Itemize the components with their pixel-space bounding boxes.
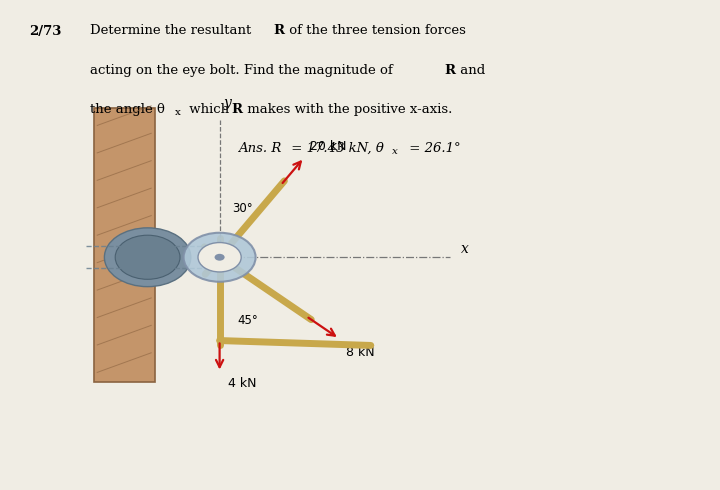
Point <box>280 178 289 184</box>
Text: acting on the eye bolt. Find the magnitude of: acting on the eye bolt. Find the magnitu… <box>90 64 397 77</box>
Line: 2 pts: 2 pts <box>97 216 151 235</box>
Point <box>93 177 102 183</box>
Point <box>93 287 102 293</box>
Text: 8 kN: 8 kN <box>346 346 375 359</box>
Line: 2 pts: 2 pts <box>97 298 151 318</box>
Text: = 26.1°: = 26.1° <box>405 142 461 155</box>
Point <box>93 232 102 238</box>
Text: R: R <box>274 24 284 38</box>
Point <box>147 103 156 109</box>
Point <box>307 317 315 322</box>
Point <box>215 235 224 241</box>
Point <box>147 240 156 246</box>
Point <box>82 265 91 271</box>
Point <box>93 342 102 348</box>
Point <box>215 343 224 348</box>
Text: R: R <box>444 64 455 77</box>
Text: makes with the positive x-axis.: makes with the positive x-axis. <box>243 103 453 116</box>
Point <box>93 315 102 320</box>
Point <box>215 254 224 260</box>
FancyArrowPatch shape <box>282 162 301 183</box>
Point <box>147 268 156 273</box>
Point <box>93 150 102 156</box>
Line: 2 pts: 2 pts <box>205 181 284 274</box>
Point <box>93 260 102 266</box>
Point <box>446 254 454 260</box>
FancyArrowPatch shape <box>216 343 223 367</box>
Text: 4 kN: 4 kN <box>228 377 257 391</box>
Text: and: and <box>456 64 485 77</box>
Point <box>147 295 156 301</box>
Text: = 17.43 kN, θ: = 17.43 kN, θ <box>287 142 384 155</box>
Line: 2 pts: 2 pts <box>204 247 311 319</box>
Point <box>200 244 209 250</box>
Bar <box>94 108 155 382</box>
Point <box>147 322 156 328</box>
Text: x: x <box>392 147 398 156</box>
FancyArrowPatch shape <box>308 318 335 336</box>
Text: R: R <box>232 103 243 116</box>
Line: 2 pts: 2 pts <box>97 243 151 263</box>
Text: 45°: 45° <box>238 315 258 327</box>
Point <box>93 122 102 128</box>
Line: 2 pts: 2 pts <box>97 353 151 372</box>
Text: 2/73: 2/73 <box>29 24 61 38</box>
Text: 20 kN: 20 kN <box>310 140 346 152</box>
Point <box>147 185 156 191</box>
Point <box>93 369 102 375</box>
Point <box>215 254 224 260</box>
Point <box>215 117 224 123</box>
Point <box>147 350 156 356</box>
Line: 2 pts: 2 pts <box>97 188 151 208</box>
Point <box>201 271 210 277</box>
Text: the angle θ: the angle θ <box>90 103 165 116</box>
Text: x: x <box>461 242 469 256</box>
Text: of the three tension forces: of the three tension forces <box>285 24 466 38</box>
Point <box>208 265 217 271</box>
Text: x: x <box>175 108 181 117</box>
Circle shape <box>104 228 191 287</box>
Text: 30°: 30° <box>233 202 253 215</box>
Circle shape <box>215 254 225 261</box>
Point <box>147 213 156 219</box>
Circle shape <box>115 235 180 279</box>
Text: which: which <box>185 103 233 116</box>
Circle shape <box>184 233 256 282</box>
Point <box>366 343 375 348</box>
Point <box>147 158 156 164</box>
Point <box>93 205 102 211</box>
Line: 2 pts: 2 pts <box>97 270 151 290</box>
Line: 2 pts: 2 pts <box>97 161 151 180</box>
Line: 2 pts: 2 pts <box>97 133 151 153</box>
Point <box>82 244 91 249</box>
Point <box>215 338 224 343</box>
Text: Determine the resultant: Determine the resultant <box>90 24 256 38</box>
Line: 2 pts: 2 pts <box>220 341 371 345</box>
Point <box>147 130 156 136</box>
Line: 2 pts: 2 pts <box>97 106 151 125</box>
Text: Ans. R: Ans. R <box>238 142 281 155</box>
Point <box>208 244 217 249</box>
Line: 2 pts: 2 pts <box>97 325 151 345</box>
Text: y: y <box>223 96 231 110</box>
Circle shape <box>198 243 241 272</box>
